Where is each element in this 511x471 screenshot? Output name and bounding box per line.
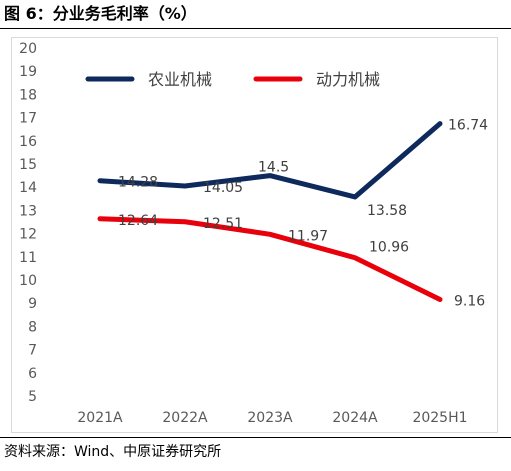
- y-tick-label: 11: [19, 250, 37, 266]
- series-line-2: [97, 216, 443, 302]
- data-label: 16.74: [448, 118, 488, 134]
- legend-label: 农业机械: [148, 70, 212, 89]
- chart-area: [11, 37, 498, 433]
- y-tick-label: 5: [28, 389, 37, 405]
- data-label: 11.97: [288, 228, 328, 244]
- data-label: 12.64: [118, 213, 158, 229]
- y-tick-label: 13: [19, 203, 37, 219]
- x-tick-label: 2024A: [332, 410, 378, 426]
- y-tick-label: 14: [19, 180, 37, 196]
- source-rule: [0, 437, 511, 438]
- data-label: 9.16: [454, 293, 485, 309]
- y-tick-label: 15: [19, 157, 37, 173]
- series-line-1: [97, 121, 443, 200]
- y-tick-label: 18: [19, 87, 37, 103]
- data-label: 10.96: [369, 240, 409, 256]
- y-tick-label: 12: [19, 227, 37, 243]
- x-tick-label: 2025H1: [412, 410, 467, 426]
- data-label: 14.5: [258, 160, 289, 176]
- title-rule: [0, 28, 511, 29]
- data-label: 12.51: [203, 216, 243, 232]
- y-tick-label: 7: [28, 343, 37, 359]
- y-tick-label: 17: [19, 111, 37, 127]
- data-label: 14.05: [203, 180, 243, 196]
- y-tick-label: 6: [28, 366, 37, 382]
- x-tick-label: 2023A: [247, 410, 293, 426]
- y-tick-label: 8: [28, 319, 37, 335]
- y-tick-label: 19: [19, 64, 37, 80]
- figure-title: 图 6：分业务毛利率（%）: [4, 4, 197, 23]
- y-tick-label: 16: [19, 134, 37, 150]
- y-tick-label: 20: [19, 41, 37, 57]
- y-tick-label: 9: [28, 296, 37, 312]
- legend-label: 动力机械: [316, 70, 380, 89]
- y-tick-label: 10: [19, 273, 37, 289]
- source-note: 资料来源：Wind、中原证券研究所: [4, 444, 222, 460]
- x-tick-label: 2021A: [77, 410, 123, 426]
- x-tick-label: 2022A: [162, 410, 208, 426]
- data-label: 14.28: [118, 175, 158, 191]
- data-label: 13.58: [367, 203, 407, 219]
